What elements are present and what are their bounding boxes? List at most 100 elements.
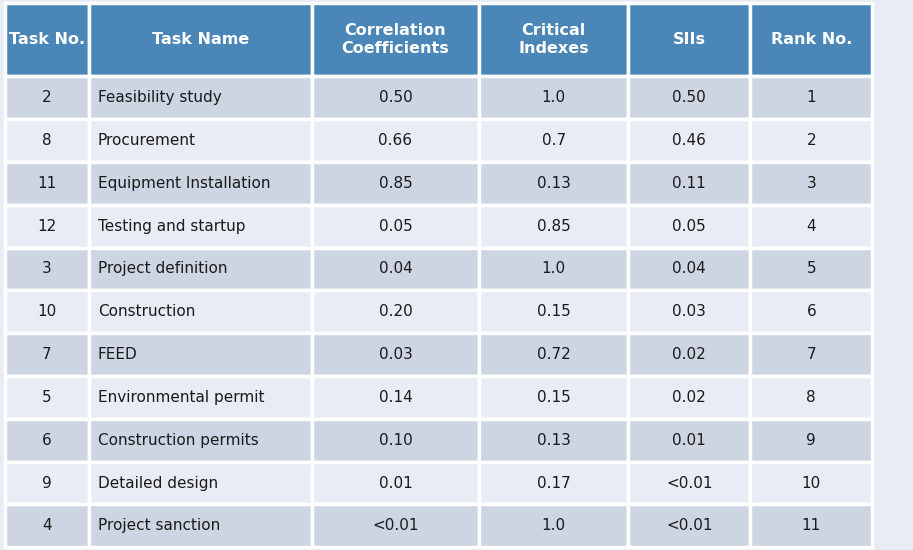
Bar [5,3,89,76]
Bar [312,504,479,547]
Text: FEED: FEED [98,347,138,362]
Text: 0.50: 0.50 [379,90,413,105]
Bar [628,248,750,290]
Text: 7: 7 [806,347,816,362]
Bar [89,333,312,376]
Bar [5,333,89,376]
Text: 0.85: 0.85 [537,218,571,234]
Bar [479,333,628,376]
Text: Task No.: Task No. [8,32,85,47]
Text: 4: 4 [42,518,51,534]
Bar [750,248,872,290]
Bar [5,119,89,162]
Text: 0.01: 0.01 [379,476,413,491]
Bar [750,76,872,119]
Text: Construction: Construction [98,304,195,319]
Text: Detailed design: Detailed design [98,476,218,491]
Bar [5,205,89,248]
Text: Rank No.: Rank No. [771,32,852,47]
Text: <0.01: <0.01 [666,476,712,491]
Text: 0.10: 0.10 [379,433,413,448]
Text: 0.20: 0.20 [379,304,413,319]
Bar [89,248,312,290]
Bar [89,119,312,162]
Bar [750,333,872,376]
Bar [479,119,628,162]
Bar [312,76,479,119]
Bar [89,461,312,504]
Bar [5,290,89,333]
Bar [312,119,479,162]
Bar [89,376,312,419]
Bar [5,504,89,547]
Text: 1: 1 [806,90,816,105]
Bar [479,290,628,333]
Bar [628,76,750,119]
Bar [750,504,872,547]
Bar [479,162,628,205]
Bar [5,461,89,504]
Text: 3: 3 [42,261,51,277]
Bar [312,205,479,248]
Text: 1.0: 1.0 [541,90,566,105]
Text: Testing and startup: Testing and startup [98,218,246,234]
Bar [312,162,479,205]
Text: 0.7: 0.7 [541,133,566,148]
Text: 0.46: 0.46 [672,133,706,148]
Text: Construction permits: Construction permits [98,433,258,448]
Text: 8: 8 [806,390,816,405]
Bar [479,76,628,119]
Text: 9: 9 [806,433,816,448]
Text: 0.04: 0.04 [672,261,706,277]
Text: Task Name: Task Name [152,32,249,47]
Bar [750,3,872,76]
Text: 1.0: 1.0 [541,261,566,277]
Bar [89,504,312,547]
Bar [5,376,89,419]
Bar [628,504,750,547]
Bar [750,419,872,461]
Bar [479,376,628,419]
Bar [312,3,479,76]
Bar [750,376,872,419]
Text: 2: 2 [42,90,51,105]
Bar [89,419,312,461]
Text: 11: 11 [802,518,821,534]
Bar [628,419,750,461]
Bar [312,376,479,419]
Text: 0.72: 0.72 [537,347,571,362]
Bar [750,119,872,162]
Bar [479,248,628,290]
Text: Equipment Installation: Equipment Installation [98,176,270,191]
Text: 0.13: 0.13 [537,433,571,448]
Bar [479,461,628,504]
Text: 0.03: 0.03 [379,347,413,362]
Text: 11: 11 [37,176,57,191]
Bar [628,461,750,504]
Text: 9: 9 [42,476,51,491]
Text: 12: 12 [37,218,57,234]
Text: 8: 8 [42,133,51,148]
Bar [312,461,479,504]
Bar [89,3,312,76]
Text: 0.02: 0.02 [672,347,706,362]
Bar [5,76,89,119]
Text: 0.05: 0.05 [379,218,413,234]
Bar [479,504,628,547]
Bar [628,376,750,419]
Text: 2: 2 [806,133,816,148]
Text: 0.13: 0.13 [537,176,571,191]
Text: Project sanction: Project sanction [98,518,220,534]
Text: 7: 7 [42,347,51,362]
Bar [89,162,312,205]
Bar [750,162,872,205]
Text: Correlation
Coefficients: Correlation Coefficients [341,23,449,56]
Text: 5: 5 [806,261,816,277]
Text: 10: 10 [37,304,57,319]
Bar [312,333,479,376]
Text: 6: 6 [806,304,816,319]
Bar [628,162,750,205]
Text: 0.85: 0.85 [379,176,413,191]
Bar [5,419,89,461]
Text: 0.15: 0.15 [537,304,571,319]
